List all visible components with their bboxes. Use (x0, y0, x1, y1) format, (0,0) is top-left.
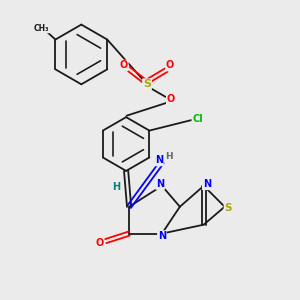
Text: N: N (158, 231, 166, 241)
Text: N: N (155, 155, 163, 166)
Text: N: N (203, 179, 211, 189)
Text: O: O (120, 61, 128, 70)
Text: CH₃: CH₃ (34, 24, 49, 33)
Text: H: H (112, 182, 120, 192)
Text: S: S (224, 202, 232, 213)
Text: O: O (95, 238, 103, 248)
Text: O: O (167, 94, 175, 104)
Text: Cl: Cl (192, 114, 203, 124)
Text: S: S (143, 79, 151, 89)
Text: O: O (166, 61, 174, 70)
Text: N: N (156, 179, 164, 189)
Text: H: H (165, 152, 172, 161)
